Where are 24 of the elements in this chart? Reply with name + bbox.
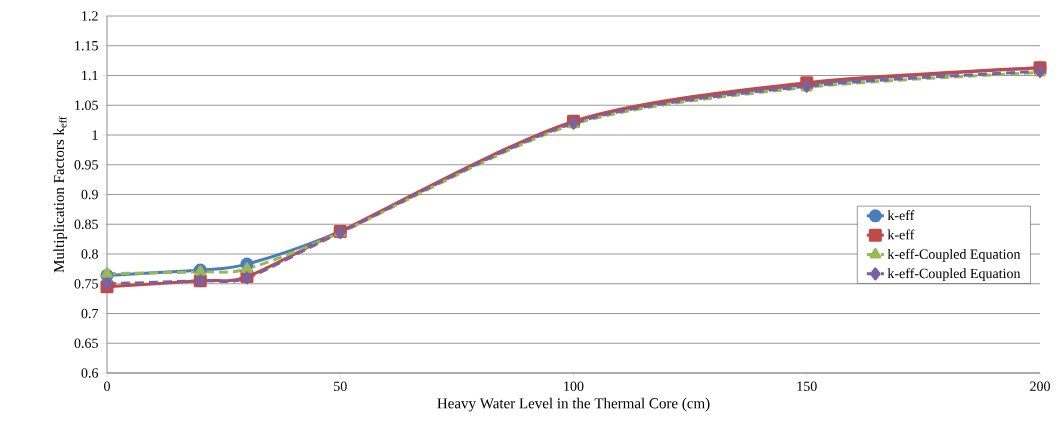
x-tick-label: 200 xyxy=(1030,381,1050,391)
y-tick-label: 0.75 xyxy=(74,278,98,289)
legend-label: k-eff xyxy=(887,229,915,240)
y-tick-label: 0.6 xyxy=(81,368,99,378)
x-tick-label: 50 xyxy=(334,381,347,391)
legend-label: k-eff xyxy=(887,210,915,221)
x-axis-title: Heavy Water Level in the Thermal Core (cm) xyxy=(437,397,710,412)
y-tick-label: 0.85 xyxy=(74,219,98,230)
y-tick-label: 1.15 xyxy=(75,41,98,51)
y-tick-label: 0.95 xyxy=(74,159,98,170)
y-tick-label: 0.7 xyxy=(81,308,99,319)
y-tick-label: 0.9 xyxy=(81,189,98,200)
y-tick-label: 1.1 xyxy=(82,70,98,81)
y-tick-label: 0.8 xyxy=(81,249,98,259)
x-tick-label: 150 xyxy=(797,381,817,391)
x-tick-label: 0 xyxy=(104,381,110,391)
y-tick-label: 1.2 xyxy=(82,11,98,21)
y-tick-label: 1 xyxy=(92,130,98,140)
y-tick-label: 1.05 xyxy=(75,100,98,111)
y-tick-label: 0.65 xyxy=(74,338,98,349)
x-tick-label: 100 xyxy=(564,381,584,391)
y-axis-title: Multiplication Factors k$_{eff}$ xyxy=(53,116,68,273)
legend-label: k-eff-Coupled Equation xyxy=(887,268,1021,282)
legend-label: k-eff-Coupled Equation xyxy=(887,248,1021,262)
